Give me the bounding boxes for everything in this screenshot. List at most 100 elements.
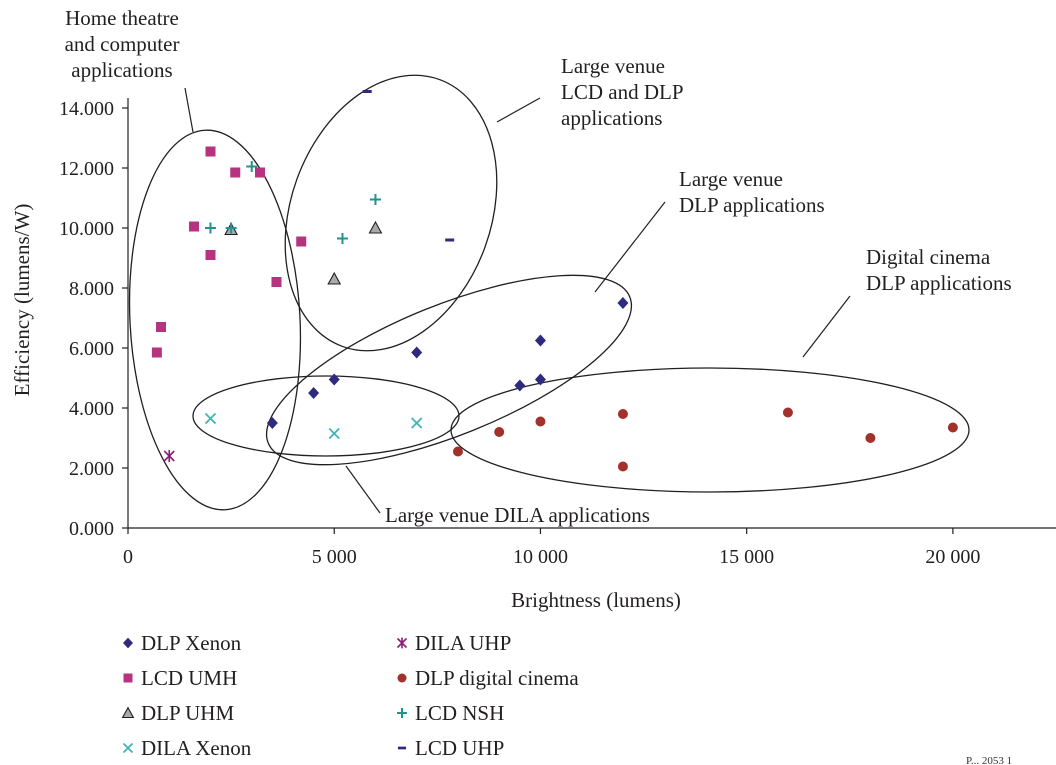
legend-item: LCD UMH [123,666,237,690]
x-tick-label: 10 000 [513,546,568,568]
plus-marker [225,222,237,234]
annotation-text: Large venue DILA applications [385,503,650,527]
data-point [411,346,423,359]
circle-marker [535,416,546,427]
circle-marker [494,427,505,437]
legend-item: DLP Xenon [123,631,242,655]
data-point [617,297,629,309]
data-point [204,412,217,425]
triangle-marker [327,271,342,285]
square-marker [296,236,307,247]
series-dila-xenon [204,412,423,440]
leader-line [184,87,194,133]
data-point [230,167,241,178]
series-lcd-uhp [362,90,455,242]
diamond-marker [266,417,278,429]
data-point [328,427,340,440]
data-point [362,90,372,93]
annotation-text: Digital cinema DLP applications [866,245,1012,295]
legend-item: DLP UHM [121,701,234,725]
diamond-marker [411,346,423,359]
grouping-ellipse [192,375,460,457]
leader-line [496,97,541,123]
legend-label: DLP digital cinema [415,666,579,690]
circle-marker [782,407,793,418]
series-lcd-nsh [204,161,381,244]
annotation-text: Large venue LCD and DLP applications [561,54,684,130]
annotation-line: Large venue DILA applications [385,503,650,527]
square-marker [151,347,162,358]
data-point [205,146,216,157]
y-tick-label: 2.000 [69,458,114,480]
dash-marker [445,238,455,242]
dash-marker [362,90,372,93]
annotation-line: applications [71,58,172,82]
plus-marker [336,233,348,244]
data-point [266,417,278,429]
data-point [254,167,265,178]
data-point [225,222,237,234]
legend-label: DILA UHP [415,631,511,655]
square-marker [205,250,216,260]
series-lcd-umh [151,146,307,358]
diamond-marker [328,373,340,386]
data-point [328,373,340,386]
data-point [617,461,628,472]
x-tick-label: 0 [123,546,133,568]
legend-label: LCD NSH [415,701,504,725]
legend-item: DLP digital cinema [397,666,579,690]
asterisk-marker [163,450,175,462]
square-marker [254,167,265,178]
data-point [617,409,628,419]
data-point [947,422,958,433]
dash-marker [397,746,407,750]
annotation-leader-lines [184,87,851,514]
grouping-ellipse [128,129,302,511]
legend-label: DLP Xenon [141,631,242,655]
grouping-ellipses [128,74,970,511]
data-point [308,387,320,399]
x-marker [122,742,134,754]
data-point [296,236,307,247]
circle-marker [452,446,463,457]
square-marker [230,167,241,178]
x-tick-label: 15 000 [719,546,774,568]
circle-marker [617,409,628,419]
data-point [155,322,166,332]
square-marker [123,673,133,683]
data-point [534,373,546,386]
x-axis-label: Brightness (lumens) [511,588,681,612]
circle-marker [947,422,958,433]
data-point [782,407,793,418]
data-point [534,334,546,347]
y-tick-label: 10.000 [59,218,114,240]
annotation-text: Large venue DLP applications [679,167,825,217]
legend-item: DILA Xenon [122,736,252,760]
x-marker [328,427,340,440]
series-dila-uhp [163,450,175,462]
annotation-line: and computer [65,32,180,56]
data-point [271,277,282,287]
axes [122,98,1056,534]
annotation-line: LCD and DLP [561,80,684,104]
legend-label: DLP UHM [141,701,234,725]
diamond-marker [123,637,133,649]
annotations: Home theatre and computer applications Larg… [65,6,1012,527]
y-tick-label: 0.000 [69,518,114,540]
y-axis-label: Efficiency (lumens/W) [10,204,34,397]
legend-label: LCD UHP [415,736,504,760]
circle-marker [865,433,876,443]
data-point [246,161,258,172]
y-tick-label: 8.000 [69,278,114,300]
data-point [452,446,463,457]
square-marker [155,322,166,332]
legend-label: LCD UMH [141,666,237,690]
data-point [188,221,199,232]
corner-reference-text: P... 2053 1 [966,755,1012,765]
x-tick-label: 5 000 [312,546,357,568]
diamond-marker [514,379,526,392]
data-point [865,433,876,443]
leader-line [802,295,851,358]
legend-item: LCD UHP [397,736,504,760]
